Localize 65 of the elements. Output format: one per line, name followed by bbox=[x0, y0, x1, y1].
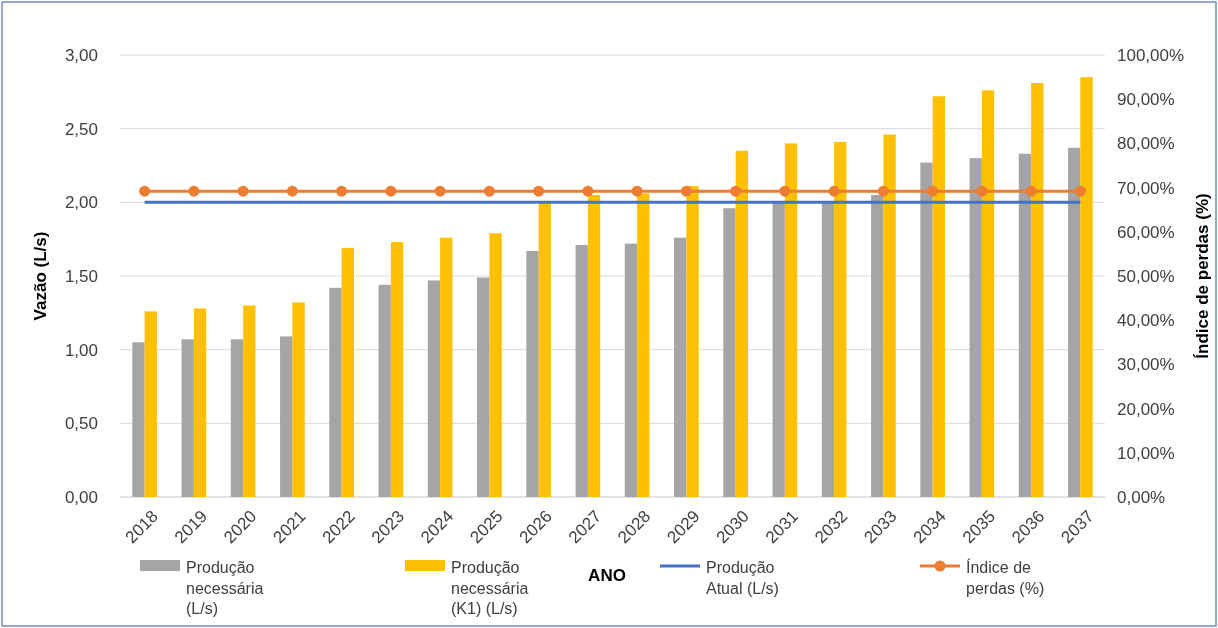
x-axis-title: ANO bbox=[588, 566, 626, 585]
bar bbox=[637, 193, 650, 497]
bar bbox=[1031, 82, 1044, 497]
bar bbox=[427, 280, 441, 497]
bar bbox=[489, 233, 502, 497]
bar bbox=[575, 245, 588, 497]
bar bbox=[723, 208, 736, 497]
y2-tick-label: 60,00% bbox=[1117, 222, 1175, 242]
bar bbox=[883, 134, 896, 497]
bar bbox=[772, 202, 785, 497]
legend-label: Produção necessária (L/s) bbox=[186, 558, 264, 618]
y-tick-label: 3,00 bbox=[64, 45, 98, 65]
bar bbox=[969, 158, 982, 497]
bar bbox=[920, 162, 933, 497]
bar bbox=[674, 237, 687, 497]
bar bbox=[440, 237, 453, 497]
y-axis-title: Vazão (L/s) bbox=[31, 231, 50, 321]
bar bbox=[132, 342, 145, 497]
bar bbox=[181, 339, 194, 497]
y-tick-label: 1,00 bbox=[64, 340, 98, 360]
bar bbox=[624, 243, 638, 497]
y2-tick-label: 50,00% bbox=[1117, 266, 1175, 286]
y2-axis-title: Índice de perdas (%) bbox=[1193, 193, 1212, 359]
y-tick-label: 0,50 bbox=[64, 414, 98, 434]
bar bbox=[144, 311, 157, 497]
bar bbox=[784, 143, 798, 497]
bar bbox=[341, 248, 354, 497]
bar bbox=[1068, 147, 1081, 497]
legend-label: Produção necessária (K1) (L/s) bbox=[451, 558, 529, 618]
bar bbox=[686, 186, 699, 497]
bar bbox=[329, 287, 342, 497]
y2-tick-label: 80,00% bbox=[1117, 134, 1175, 154]
bar bbox=[981, 90, 995, 497]
bar bbox=[477, 277, 490, 497]
legend-label: Produção Atual (L/s) bbox=[706, 558, 779, 597]
bar bbox=[526, 250, 539, 497]
y2-tick-label: 0,00% bbox=[1117, 487, 1166, 507]
y2-tick-label: 30,00% bbox=[1117, 355, 1175, 375]
bar bbox=[1018, 153, 1032, 497]
bar bbox=[280, 336, 293, 497]
bar bbox=[821, 202, 835, 497]
bar bbox=[538, 202, 551, 497]
bar bbox=[587, 194, 601, 497]
bar bbox=[932, 96, 945, 497]
bar bbox=[871, 194, 884, 497]
y2-tick-label: 20,00% bbox=[1117, 399, 1175, 419]
y-tick-label: 2,50 bbox=[64, 119, 98, 139]
bar bbox=[834, 141, 847, 497]
bar bbox=[390, 242, 404, 497]
y-tick-label: 2,00 bbox=[64, 193, 98, 213]
bar bbox=[1080, 77, 1093, 497]
bar bbox=[292, 302, 305, 497]
bar bbox=[735, 150, 748, 497]
bar bbox=[193, 308, 207, 497]
bar bbox=[378, 284, 391, 497]
y-tick-label: 1,50 bbox=[64, 266, 98, 286]
y2-tick-label: 70,00% bbox=[1117, 178, 1175, 198]
y2-tick-label: 90,00% bbox=[1117, 90, 1175, 110]
bar bbox=[230, 339, 244, 497]
y-tick-label: 0,00 bbox=[64, 487, 98, 507]
y2-tick-label: 40,00% bbox=[1117, 311, 1175, 331]
y2-tick-label: 100,00% bbox=[1117, 45, 1185, 65]
y2-tick-label: 10,00% bbox=[1117, 443, 1175, 463]
legend-label: Índice de perdas (%) bbox=[966, 557, 1045, 597]
bar bbox=[243, 305, 256, 497]
